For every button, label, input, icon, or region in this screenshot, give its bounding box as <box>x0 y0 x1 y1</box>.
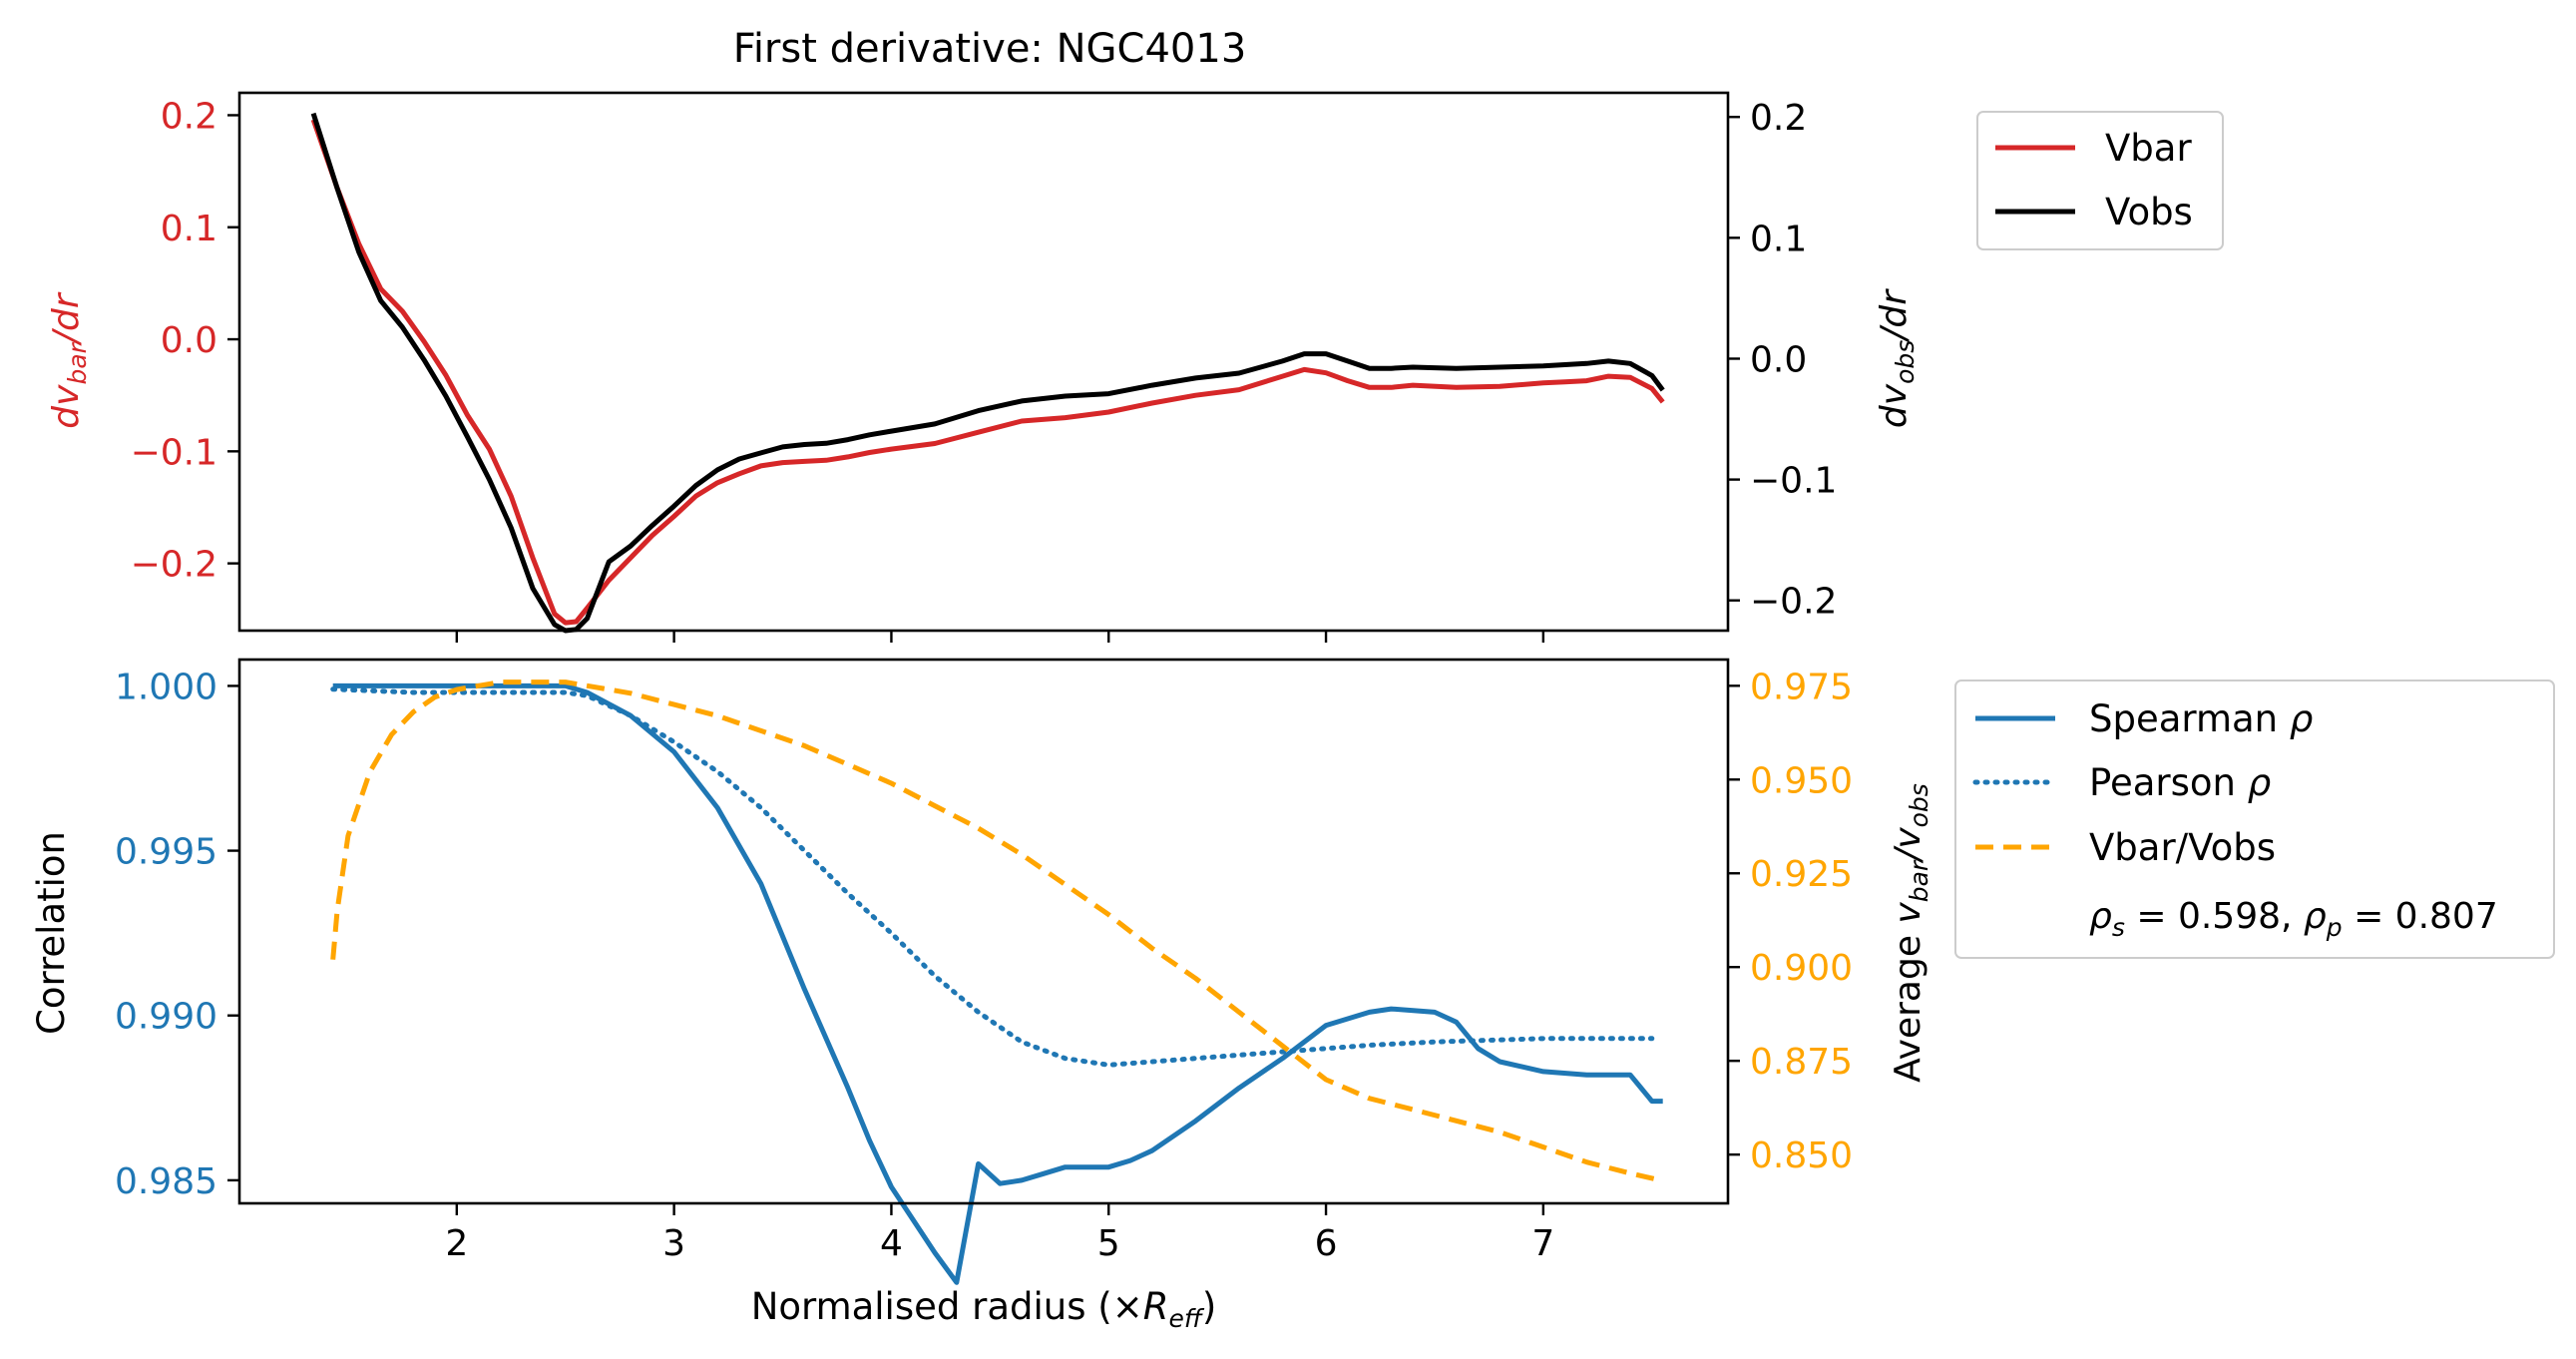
bottom-panel-series <box>330 680 1664 1285</box>
bottom-left-axis-label: Correlation <box>30 831 73 1035</box>
chart-title: First derivative: NGC4013 <box>733 26 1247 72</box>
bottom-right-tick-label: 0.850 <box>1750 1135 1853 1176</box>
top-left-axis-label: dvbar/dr <box>46 291 92 429</box>
bottom-x-tick-label: 7 <box>1531 1223 1554 1264</box>
bottom-right-tick-label: 0.950 <box>1750 760 1853 801</box>
x-axis-label: Normalised radius (×Reff) <box>751 1285 1217 1333</box>
top-left-tick-label: −0.2 <box>131 545 217 586</box>
bottom-series-vbar-vobs-line <box>330 680 1664 1183</box>
bottom-panel: 0.985 0.990 0.995 1.000 0.850 0.875 0.900 0.92… <box>30 658 1933 1333</box>
legend-correlation-annotation: ρs = 0.598, ρp = 0.807 <box>2089 896 2498 942</box>
bottom-x-ticks: 2 3 4 5 6 7 <box>445 1203 1554 1264</box>
bottom-x-tick-label: 4 <box>880 1223 903 1264</box>
top-left-tick-label: 0.0 <box>161 320 217 361</box>
top-right-tick-label: 0.0 <box>1750 339 1807 380</box>
top-panel-series <box>310 112 1665 634</box>
legend-pearson-label: Pearson ρ <box>2089 761 2272 804</box>
top-left-tick-label: 0.1 <box>161 209 217 249</box>
legend-spearman-label: Spearman ρ <box>2089 697 2314 740</box>
bottom-x-tick-label: 2 <box>445 1223 468 1264</box>
bottom-left-tick-label: 1.000 <box>115 667 217 707</box>
bottom-x-tick-label: 3 <box>662 1223 685 1264</box>
bottom-panel-frame <box>237 658 1730 1205</box>
top-panel: −0.2 −0.1 0.0 0.1 0.2 −0.2 −0.1 0.0 0.1 0.2 dvba… <box>46 91 1920 643</box>
top-x-ticks <box>455 631 1545 643</box>
top-left-tick-label: −0.1 <box>131 432 217 473</box>
top-left-ticks: −0.2 −0.1 0.0 0.1 0.2 <box>131 96 239 586</box>
bottom-left-tick-label: 0.985 <box>115 1161 217 1202</box>
top-right-ticks: −0.2 −0.1 0.0 0.1 0.2 <box>1728 98 1837 623</box>
bottom-left-ticks: 0.985 0.990 0.995 1.000 <box>115 667 239 1202</box>
top-series-vobs-line <box>310 112 1665 634</box>
bottom-right-axis-label: Average vbar/vobs <box>1888 783 1933 1083</box>
top-left-tick-label: 0.2 <box>161 96 217 137</box>
bottom-right-ticks: 0.850 0.875 0.900 0.925 0.950 0.975 <box>1728 667 1853 1176</box>
top-legend: Vbar Vobs <box>1976 111 2224 250</box>
bottom-legend: Spearman ρ Pearson ρ Vbar/Vobs ρs = 0.59… <box>1954 680 2555 959</box>
top-right-axis-label: dvobs/dr <box>1874 288 1920 428</box>
bottom-left-tick-label: 0.990 <box>115 997 217 1038</box>
bottom-series-pearson-line <box>330 686 1655 1068</box>
top-right-tick-label: −0.1 <box>1750 461 1837 502</box>
legend-vobs-label: Vobs <box>2105 191 2193 233</box>
top-right-tick-label: −0.2 <box>1750 582 1837 623</box>
top-series-vbar-line <box>310 119 1665 626</box>
bottom-x-tick-label: 5 <box>1097 1223 1120 1264</box>
top-right-tick-label: 0.2 <box>1750 98 1807 139</box>
bottom-legend-box <box>1954 680 2555 959</box>
bottom-right-tick-label: 0.925 <box>1750 854 1853 895</box>
bottom-left-tick-label: 0.995 <box>115 832 217 873</box>
legend-vbar-label: Vbar <box>2105 127 2192 170</box>
top-right-tick-label: 0.1 <box>1750 219 1807 259</box>
legend-ratio-label: Vbar/Vobs <box>2089 826 2276 869</box>
top-panel-frame <box>237 91 1730 633</box>
bottom-right-tick-label: 0.875 <box>1750 1042 1853 1083</box>
bottom-x-tick-label: 6 <box>1315 1223 1338 1264</box>
bottom-right-tick-label: 0.900 <box>1750 948 1853 989</box>
bottom-series-spearman-line <box>332 682 1663 1285</box>
bottom-right-tick-label: 0.975 <box>1750 667 1853 707</box>
